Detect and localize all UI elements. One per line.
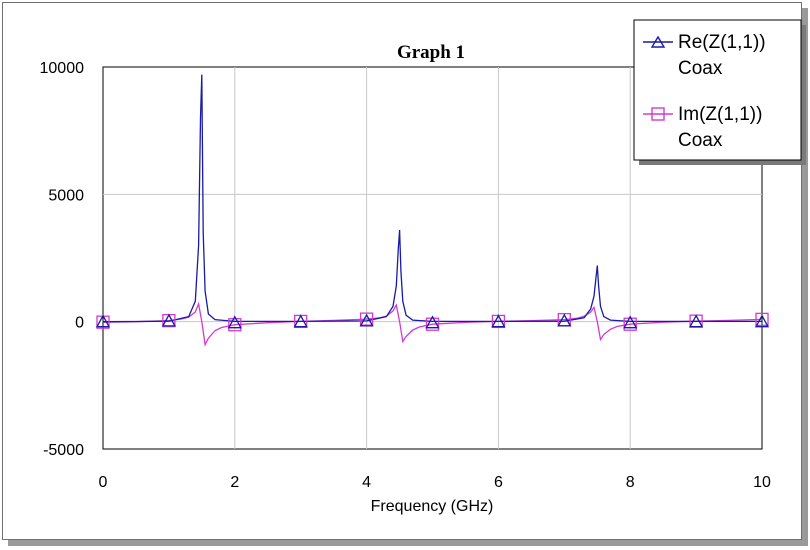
x-tick-label: 0	[99, 474, 108, 491]
x-tick-label: 6	[494, 474, 503, 491]
chart-svg: 0 2 4 6 8 10 -5000 0 5000 10000 Graph 1 Frequency…	[40, 19, 806, 515]
data-point-triangle	[623, 315, 638, 329]
chart-title: Graph 1	[397, 42, 465, 63]
data-point-triangle	[754, 314, 770, 328]
series-line-re	[102, 74, 762, 323]
y-tick-label: 5000	[48, 187, 84, 204]
y-tick-label: 0	[75, 315, 84, 332]
data-point-triangle	[227, 315, 242, 329]
chart-frame: 0 2 4 6 8 10 -5000 0 5000 10000 Graph 1 Frequency…	[2, 2, 806, 540]
legend: Re(Z(1,1)) Coax Im(Z(1,1)) Coax	[633, 19, 806, 165]
data-point-square	[425, 317, 440, 331]
legend-label-im: Im(Z(1,1))	[678, 104, 762, 125]
data-point-triangle	[491, 314, 506, 328]
legend-square-marker	[651, 107, 665, 121]
data-point-triangle	[95, 314, 111, 328]
data-point-triangle	[161, 313, 176, 327]
data-point-square	[755, 312, 769, 327]
data-point-square	[359, 312, 374, 326]
x-tick-label: 2	[230, 474, 239, 491]
data-point-triangle	[293, 314, 308, 328]
legend-label-re: Re(Z(1,1))	[678, 32, 766, 53]
y-tick-label: 10000	[40, 60, 85, 77]
data-point-triangle	[689, 314, 704, 328]
legend-triangle-marker	[650, 35, 666, 48]
x-tick-label: 4	[362, 474, 371, 491]
data-point-square	[623, 317, 637, 331]
data-point-triangle	[557, 313, 572, 327]
x-axis-label: Frequency (GHz)	[371, 498, 494, 515]
series-line-im	[102, 301, 763, 347]
x-tick-label: 10	[753, 474, 771, 491]
legend-sublabel-re: Coax	[678, 58, 723, 79]
data-point-square	[228, 318, 242, 332]
series-layer	[95, 74, 770, 347]
x-tick-label: 8	[626, 474, 635, 491]
data-point-triangle	[359, 313, 374, 327]
tick-labels: 0 2 4 6 8 10 -5000 0 5000 10000	[40, 60, 772, 491]
legend-sublabel-im: Coax	[678, 130, 723, 151]
data-point-triangle	[425, 315, 440, 329]
y-tick-label: -5000	[43, 442, 84, 459]
